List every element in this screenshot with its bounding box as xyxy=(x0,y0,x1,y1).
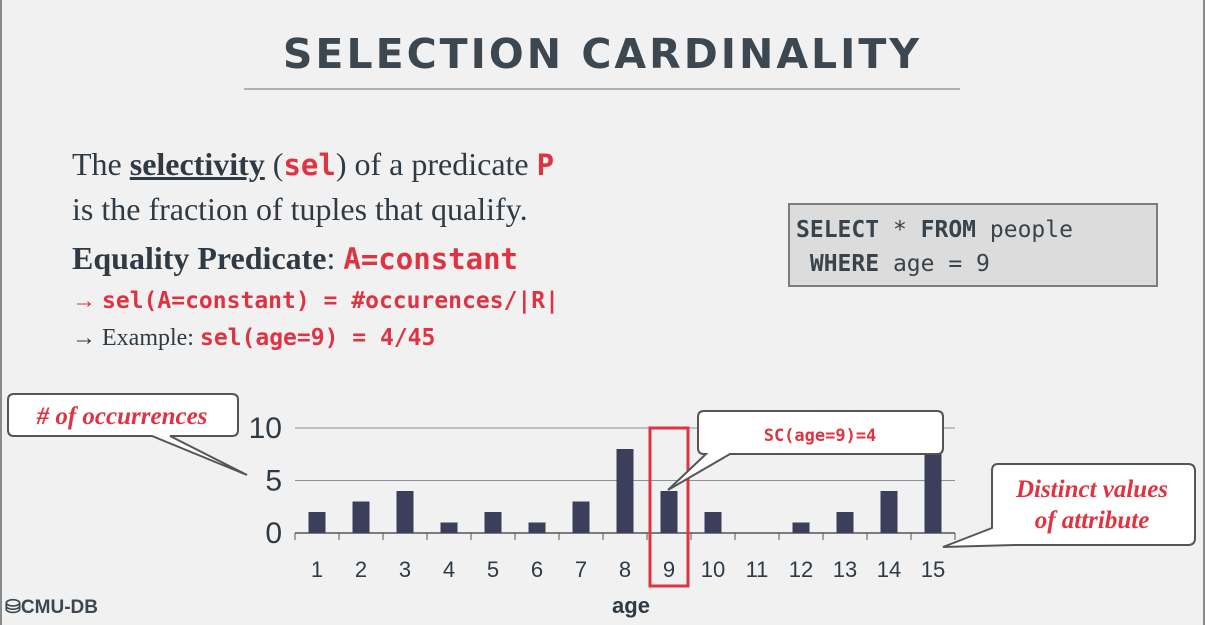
x-tick-label: 5 xyxy=(487,557,499,582)
x-tick-label: 8 xyxy=(619,557,631,582)
y-axis-ticks: 0 5 10 xyxy=(249,412,282,550)
x-tick-label: 7 xyxy=(575,557,587,582)
logo-text: CMU-DB xyxy=(20,597,98,618)
y-tick-label: 5 xyxy=(265,465,282,498)
x-tick-label: 3 xyxy=(399,557,411,582)
x-tick-label: 2 xyxy=(355,557,367,582)
bar-age-9 xyxy=(660,491,678,533)
bullet-formula: → sel(A=constant) = #occurences/|R| xyxy=(72,288,559,315)
sel-code: sel xyxy=(283,148,336,182)
sql-query-box: SELECT * FROM people WHERE age = 9 xyxy=(788,203,1158,287)
bar-age-8 xyxy=(616,449,634,533)
cmu-db-logo: ⛁CMU-DB xyxy=(5,596,98,619)
y-tick-label: 0 xyxy=(265,517,282,550)
formula-code: sel(A=constant) = #occurences/|R| xyxy=(102,288,559,314)
definition-text-line2: is the fraction of tuples that qualify. xyxy=(72,191,528,227)
y-tick-label: 10 xyxy=(249,412,282,445)
callout-occurrences-text: # of occurrences xyxy=(36,403,208,430)
callout-occurrences: # of occurrences xyxy=(7,393,248,476)
bar-age-6 xyxy=(528,522,546,533)
predicate-p: P xyxy=(536,148,555,182)
x-tick-label: 10 xyxy=(701,557,725,582)
arrow-icon: → xyxy=(72,325,96,351)
database-icon: ⛁ xyxy=(5,597,21,618)
x-tick-label: 14 xyxy=(877,557,901,582)
equality-predicate: Equality Predicate: A=constant xyxy=(72,240,518,277)
example-code: sel(age=9) = 4/45 xyxy=(199,325,436,351)
bullet-example: → Example: sel(age=9) = 4/45 xyxy=(72,325,435,352)
bar-age-14 xyxy=(880,491,898,533)
selectivity-definition: The selectivity (sel) of a predicate P i… xyxy=(72,142,554,231)
title-underline xyxy=(244,88,960,90)
bar-age-7 xyxy=(572,501,590,533)
sql-condition: age = 9 xyxy=(879,251,990,277)
sql-table: people xyxy=(976,217,1073,243)
x-axis-ticks: 1 2 3 4 5 6 7 8 9 10 11 12 13 14 15 xyxy=(294,533,956,582)
sql-star: * xyxy=(879,217,921,243)
slide-title: SELECTION CARDINALITY xyxy=(282,30,923,78)
definition-text-start: The xyxy=(72,146,130,182)
bar-age-4 xyxy=(440,522,458,533)
callout-distinct-line1: Distinct values xyxy=(1015,476,1168,503)
bar-age-10 xyxy=(704,512,722,533)
callout-sc-text: SC(age=9)=4 xyxy=(764,426,877,446)
x-tick-label: 4 xyxy=(443,557,455,582)
sql-from-keyword: FROM xyxy=(920,217,977,243)
x-tick-label: 12 xyxy=(789,557,813,582)
slide-border-right xyxy=(1203,0,1205,625)
sql-select-keyword: SELECT xyxy=(796,217,880,243)
bar-age-1 xyxy=(308,512,326,533)
bar-age-13 xyxy=(836,512,854,533)
x-tick-label: 9 xyxy=(663,557,675,582)
chart-bars xyxy=(308,449,942,533)
bar-age-12 xyxy=(792,522,810,533)
callout-distinct-values: Distinct values of attribute xyxy=(942,463,1196,548)
equality-colon: : xyxy=(326,240,344,276)
x-tick-label: 6 xyxy=(531,557,543,582)
selectivity-term: selectivity xyxy=(129,146,265,182)
x-axis-label: age xyxy=(612,593,650,618)
example-label: Example: xyxy=(102,325,200,351)
bar-age-5 xyxy=(484,512,502,533)
paren-open: ( xyxy=(264,146,284,182)
x-tick-label: 1 xyxy=(311,557,323,582)
bar-age-2 xyxy=(352,501,370,533)
x-tick-label: 11 xyxy=(746,557,769,582)
sql-where-keyword: WHERE xyxy=(809,251,880,277)
bar-age-15 xyxy=(924,449,942,533)
bar-age-3 xyxy=(396,491,414,533)
paren-close: ) of a predicate xyxy=(335,146,537,182)
callout-distinct-line2: of attribute xyxy=(1035,507,1150,534)
slide-border-left xyxy=(0,0,2,625)
equality-expr: A=constant xyxy=(343,242,518,276)
callout-sc: SC(age=9)=4 xyxy=(667,410,944,491)
highlight-box-age-9 xyxy=(648,426,690,588)
equality-label: Equality Predicate xyxy=(72,240,327,276)
x-tick-label: 13 xyxy=(833,557,857,582)
x-tick-label: 15 xyxy=(921,557,945,582)
arrow-icon: → xyxy=(72,288,96,314)
